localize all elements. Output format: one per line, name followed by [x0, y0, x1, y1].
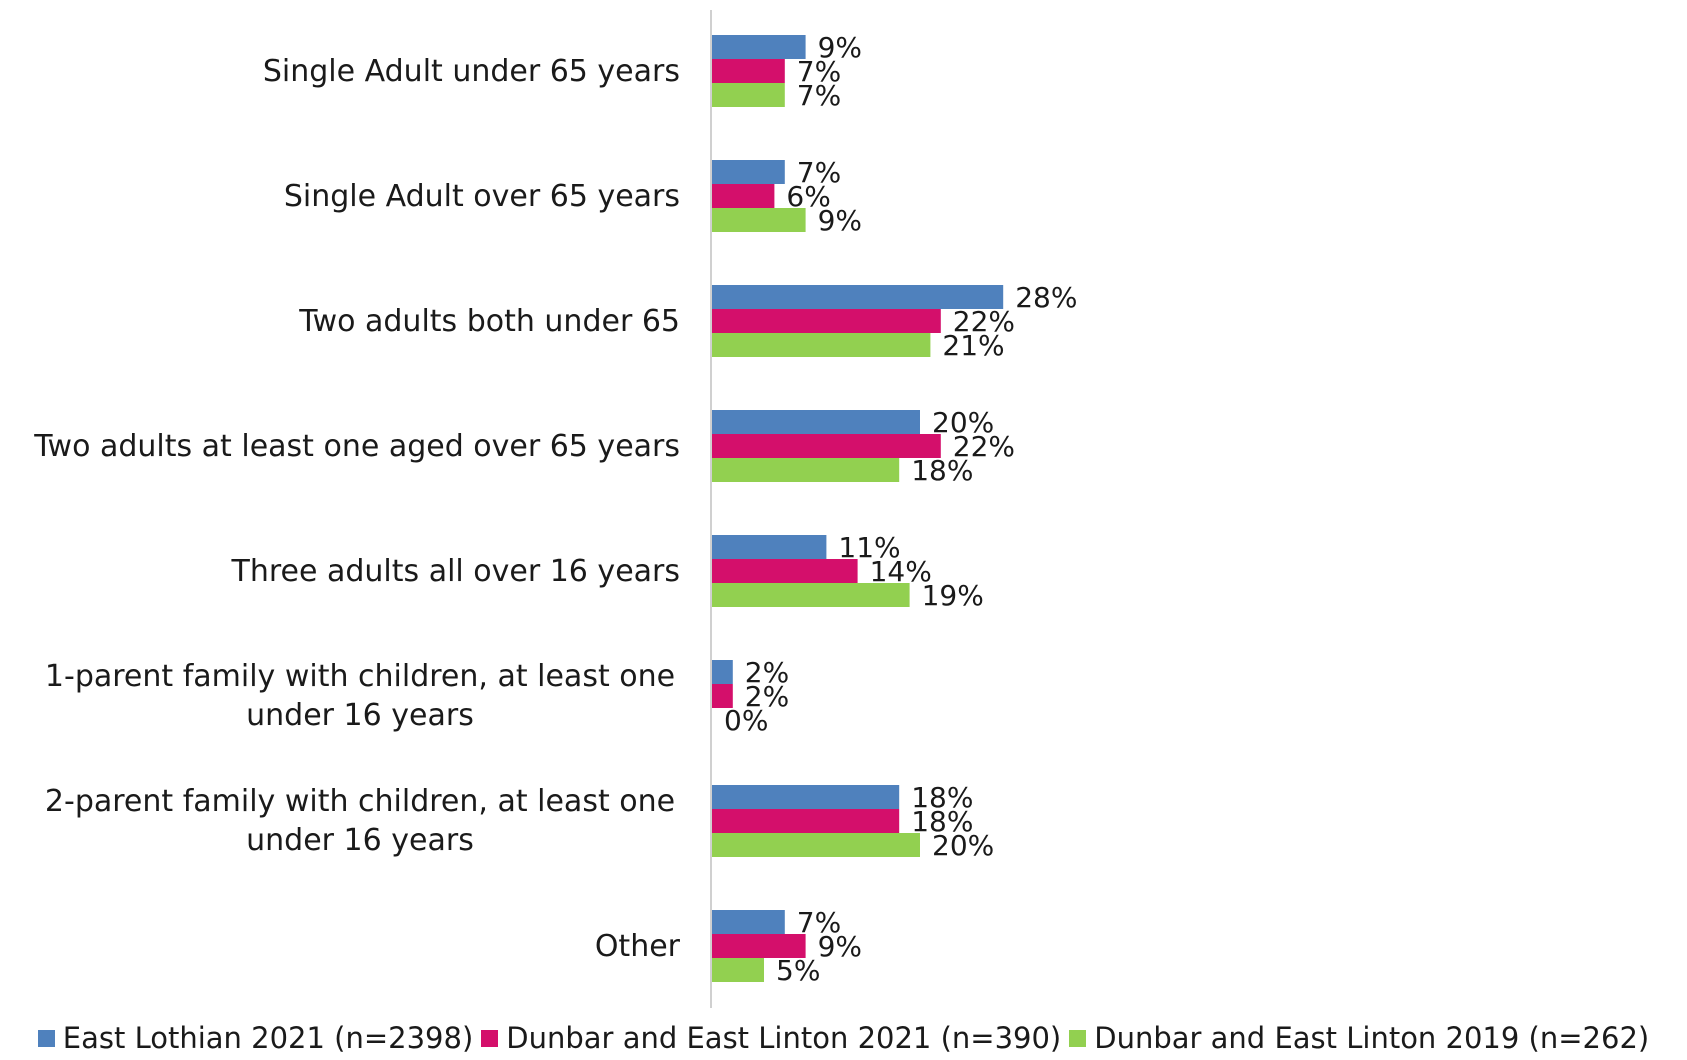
- legend-label: East Lothian 2021 (n=2398): [62, 1021, 474, 1055]
- bar: [712, 434, 941, 458]
- legend-swatch: [37, 1029, 55, 1047]
- data-label: 20%: [932, 406, 994, 439]
- legend-label: Dunbar and East Linton 2019 (n=262): [1094, 1021, 1650, 1055]
- data-label: 14%: [870, 555, 932, 588]
- legend-swatch: [1069, 1029, 1087, 1047]
- bar: [712, 660, 733, 684]
- data-label: 7%: [797, 79, 841, 112]
- bar: [712, 208, 806, 232]
- data-label: 5%: [776, 954, 820, 987]
- bar: [712, 684, 733, 708]
- bar: [712, 410, 920, 434]
- category-label: 1-parent family with children, at least …: [45, 659, 675, 733]
- data-label: 18%: [911, 781, 973, 814]
- data-label: 7%: [797, 55, 841, 88]
- bar: [712, 59, 785, 83]
- data-label: 7%: [797, 906, 841, 939]
- data-label: 7%: [797, 156, 841, 189]
- bar: [712, 559, 858, 583]
- data-label: 9%: [818, 204, 862, 237]
- bar: [712, 333, 931, 357]
- data-label: 19%: [922, 579, 984, 612]
- bar: [712, 934, 806, 958]
- legend-item: Dunbar and East Linton 2021 (n=390): [481, 1021, 1061, 1055]
- data-label: 21%: [942, 329, 1004, 362]
- bar: [712, 458, 900, 482]
- bar: [712, 958, 764, 982]
- data-label: 20%: [932, 829, 994, 862]
- bar: [712, 910, 785, 934]
- category-label: 2-parent family with children, at least …: [45, 784, 675, 858]
- bar: [712, 833, 920, 857]
- data-label: 6%: [786, 180, 830, 213]
- legend-item: East Lothian 2021 (n=2398): [37, 1021, 474, 1055]
- data-label: 28%: [1015, 281, 1077, 314]
- category-label: Three adults all over 16 years: [231, 554, 680, 589]
- legend-item: Dunbar and East Linton 2019 (n=262): [1069, 1021, 1649, 1055]
- legend-swatch: [481, 1029, 499, 1047]
- bar: [712, 809, 900, 833]
- data-label: 18%: [911, 805, 973, 838]
- data-label: 9%: [818, 930, 862, 963]
- bar: [712, 583, 910, 607]
- bar: [712, 785, 900, 809]
- category-label: Two adults at least one aged over 65 yea…: [33, 429, 680, 464]
- category-label: Single Adult under 65 years: [263, 54, 680, 89]
- bar: [712, 35, 806, 59]
- bar: [712, 309, 941, 333]
- data-label: 2%: [745, 656, 789, 689]
- data-label: 18%: [911, 454, 973, 487]
- category-label: Single Adult over 65 years: [284, 179, 680, 214]
- legend: East Lothian 2021 (n=2398) Dunbar and Eas…: [0, 1018, 1687, 1058]
- bar: [712, 184, 775, 208]
- data-label: 2%: [745, 680, 789, 713]
- data-label: 9%: [818, 31, 862, 64]
- data-label: 22%: [953, 305, 1015, 338]
- data-label: 0%: [724, 704, 768, 737]
- bar: [712, 83, 785, 107]
- chart-plot: 9%7%7%7%6%9%28%22%21%20%22%18%11%14%19%2…: [33, 10, 1077, 1008]
- legend-label: Dunbar and East Linton 2021 (n=390): [506, 1021, 1062, 1055]
- category-label: Two adults both under 65: [298, 304, 680, 339]
- bar: [712, 285, 1004, 309]
- bar: [712, 160, 785, 184]
- data-label: 11%: [838, 531, 900, 564]
- category-label: Other: [595, 929, 681, 964]
- bar: [712, 535, 827, 559]
- data-label: 22%: [953, 430, 1015, 463]
